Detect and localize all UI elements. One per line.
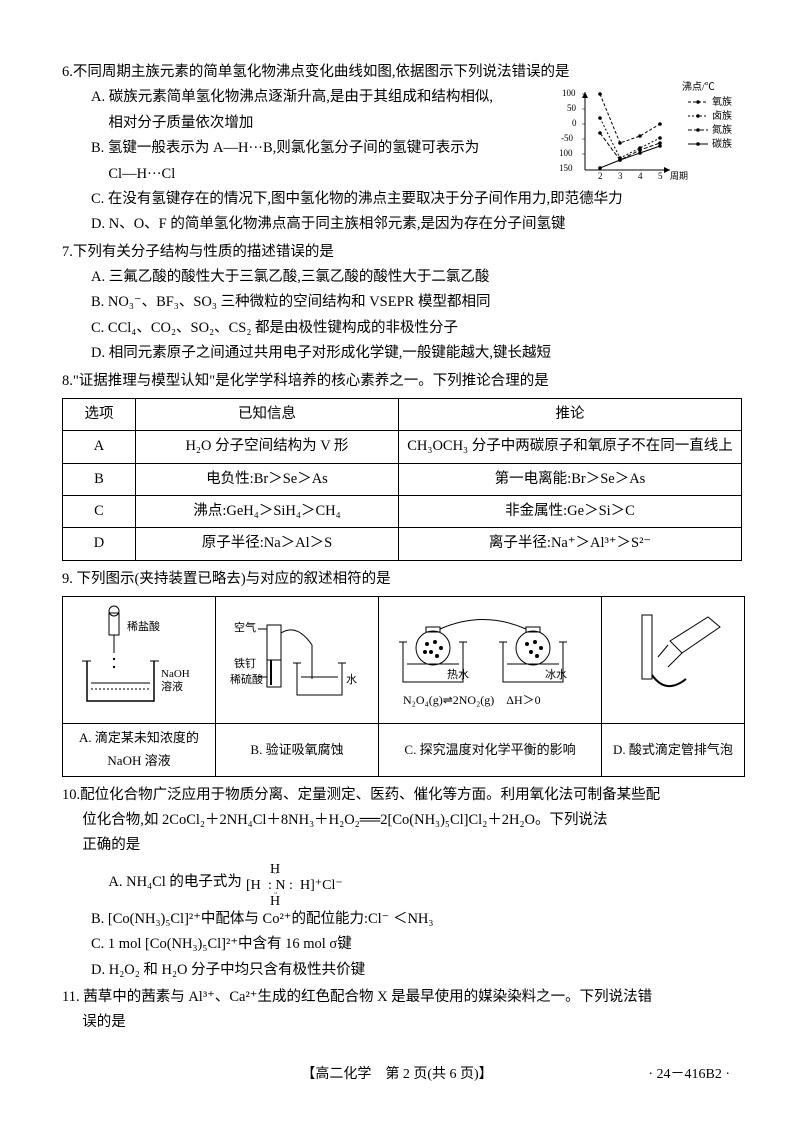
q9-optB: B. 验证吸氧腐蚀 [216, 724, 379, 777]
q10-optC: C. 1 mol [Co(NH₃)₅Cl]²⁺中含有 16 mol σ键 [62, 932, 742, 957]
question-8: 8."证据推理与模型认知"是化学学科培养的核心素养之一。下列推论合理的是 选项 … [62, 369, 742, 561]
q6-optB-1: B. 氢键一般表示为 A—H···B,则氯化氢分子间的氢键可表示为 [62, 136, 598, 161]
q8-h0: 选项 [63, 398, 136, 430]
svg-text:-100: -100 [560, 148, 573, 158]
svg-text:100: 100 [562, 88, 576, 98]
svg-text:3: 3 [618, 171, 623, 180]
q7-optB: B. NO₃⁻、BF₃、SO₃ 三种微粒的空间结构和 VSEPR 模型都相同 [62, 290, 742, 315]
svg-text:50: 50 [567, 103, 577, 113]
q11-stem1: 11. 茜草中的茜素与 Al³⁺、Ca²⁺生成的红色配合物 X 是最早使用的媒染… [62, 985, 742, 1010]
q6-chart: 沸点/℃ 100 50 0 -50 -100 -150 2 3 4 5 周期 氧… [560, 80, 750, 180]
svg-text:铁钉: 铁钉 [234, 657, 256, 670]
q6-optA-2: 相对分子质量依次增加 [62, 111, 598, 136]
page-footer-right: · 24－416B2 · [648, 1063, 730, 1088]
svg-text:0: 0 [572, 118, 577, 128]
q8-table: 选项 已知信息 推论 AH₂O 分子空间结构为 V 形CH₃OCH₃ 分子中两碳… [62, 398, 742, 561]
svg-text:NaOH: NaOH [161, 668, 190, 680]
q9-imgD [602, 597, 745, 724]
q9-table: 稀盐酸 NaOH 溶液 空气 铁钉 稀 [62, 596, 745, 777]
question-7: 7.下列有关分子结构与性质的描述错误的是 A. 三氟乙酸的酸性大于三氯乙酸,三氯… [62, 240, 742, 367]
svg-text:氧族: 氧族 [712, 95, 732, 108]
svg-text:空气: 空气 [234, 620, 256, 634]
svg-text:N₂O₄(g)⇌2NO₂(g) ΔH＞0: N₂O₄(g)⇌2NO₂(g) ΔH＞0 [403, 693, 541, 707]
q6-optC: C. 在没有氢键存在的情况下,图中氢化物的沸点主要取决于分子间作用力,即范德华力 [62, 187, 742, 212]
q9-imgA: 稀盐酸 NaOH 溶液 [63, 597, 216, 724]
svg-text:[H: [H [246, 878, 261, 893]
q7-optD: D. 相同元素原子之间通过共用电子对形成化学键,一般键能越大,键长越短 [62, 341, 742, 366]
q8-stem: 8."证据推理与模型认知"是化学学科培养的核心素养之一。下列推论合理的是 [62, 369, 742, 394]
question-9: 9. 下列图示(夹持装置已略去)与对应的叙述相符的是 稀盐酸 NaOH [62, 567, 742, 777]
svg-text:氮族: 氮族 [712, 123, 732, 136]
electron-formula-icon: [H H : N : H ¨ ¨ H]⁺Cl⁻ [246, 859, 356, 907]
q9-imgC: 热水 冰水 N₂O₄(g)⇌2NO₂(g) ΔH＞0 [379, 597, 602, 724]
svg-text:: N :: : N : [268, 878, 293, 893]
svg-text:H]⁺Cl⁻: H]⁺Cl⁻ [300, 878, 343, 893]
svg-text:溶液: 溶液 [161, 679, 183, 693]
q6-optD: D. N、O、F 的简单氢化物沸点高于同主族相邻元素,是因为存在分子间氢键 [62, 212, 742, 237]
q9-stem: 9. 下列图示(夹持装置已略去)与对应的叙述相符的是 [62, 567, 742, 592]
question-11: 11. 茜草中的茜素与 Al³⁺、Ca²⁺生成的红色配合物 X 是最早使用的媒染… [62, 985, 742, 1036]
q11-stem2: 误的是 [62, 1010, 742, 1035]
svg-text:2: 2 [598, 171, 603, 180]
svg-text:稀硫酸: 稀硫酸 [230, 672, 263, 686]
svg-text:热水: 热水 [447, 668, 469, 681]
q9-optD: D. 酸式滴定管排气泡 [602, 724, 745, 777]
svg-text:水: 水 [346, 673, 357, 686]
q7-stem: 7.下列有关分子结构与性质的描述错误的是 [62, 240, 742, 265]
svg-text:冰水: 冰水 [545, 668, 567, 681]
svg-text:5: 5 [658, 171, 663, 180]
q7-optC: C. CCl₄、CO₂、SO₂、CS₂ 都是由极性键构成的非极性分子 [62, 316, 742, 341]
question-10: 10.配位化合物广泛应用于物质分离、定量测定、医药、催化等方面。利用氧化法可制备… [62, 783, 742, 983]
svg-text:沸点/℃: 沸点/℃ [682, 80, 715, 93]
q9-imgB: 空气 铁钉 稀硫酸 水 [216, 597, 379, 724]
q10-stem2: 位化合物,如 2CoCl₂＋2NH₄Cl＋8NH₃＋H₂O₂══2[Co(NH₃… [62, 808, 742, 833]
svg-text:卤族: 卤族 [712, 109, 732, 122]
q9-optC: C. 探究温度对化学平衡的影响 [379, 724, 602, 777]
svg-text:-150: -150 [560, 163, 573, 173]
svg-text:周期: 周期 [670, 171, 688, 180]
q10-stem1: 10.配位化合物广泛应用于物质分离、定量测定、医药、催化等方面。利用氧化法可制备… [62, 783, 742, 808]
q6-optB-2: Cl—H···Cl [62, 162, 598, 187]
q10-optB: B. [Co(NH₃)₅Cl]²⁺中配体与 Co²⁺的配位能力:Cl⁻ ＜NH₃ [62, 907, 742, 932]
svg-text:4: 4 [638, 171, 643, 180]
q6-optA-1: A. 碳族元素简单氢化物沸点逐渐升高,是由于其组成和结构相似, [62, 85, 598, 110]
svg-text:碳族: 碳族 [712, 137, 732, 150]
q8-h2: 推论 [399, 398, 742, 430]
svg-text:稀盐酸: 稀盐酸 [127, 619, 160, 633]
q10-stem3: 正确的是 [62, 833, 742, 858]
q10-optD: D. H₂O₂ 和 H₂O 分子中均只含有极性共价键 [62, 958, 742, 983]
q8-h1: 已知信息 [136, 398, 399, 430]
q7-optA: A. 三氟乙酸的酸性大于三氯乙酸,三氯乙酸的酸性大于二氯乙酸 [62, 265, 742, 290]
svg-text:-50: -50 [561, 133, 573, 143]
q10-optA: A. NH₄Cl 的电子式为 [H H : N : H ¨ ¨ H]⁺Cl⁻ [62, 859, 742, 907]
q9-optA: A. 滴定某未知浓度的 NaOH 溶液 [63, 724, 216, 777]
